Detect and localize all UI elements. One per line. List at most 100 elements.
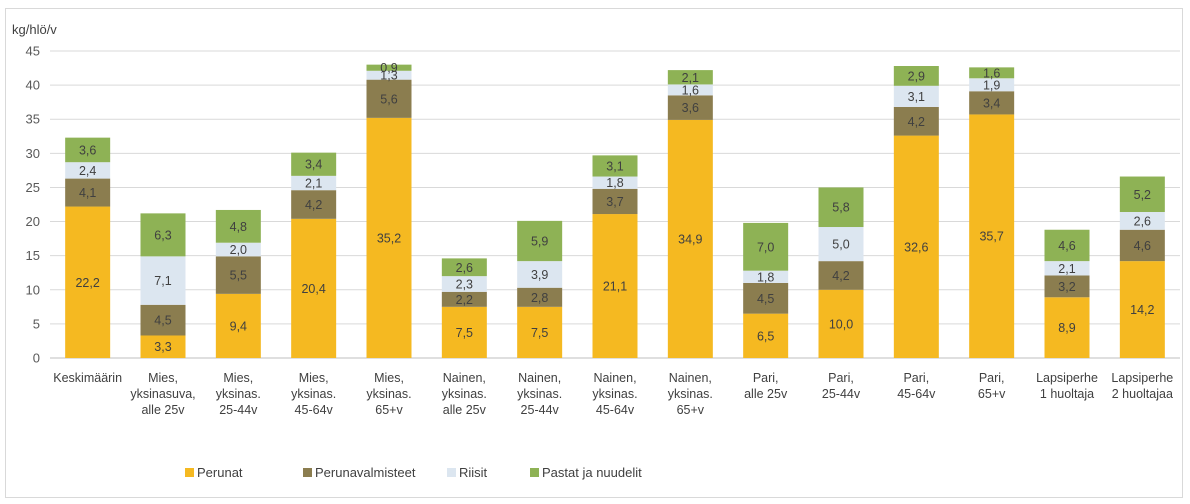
data-label: 2,2: [456, 293, 473, 307]
bar-segment: [1044, 275, 1090, 298]
bar-segment: [667, 95, 713, 120]
data-label: 3,4: [305, 158, 322, 172]
legend-swatch: [303, 468, 312, 477]
bar-segment: [1044, 261, 1090, 276]
data-label: 7,5: [456, 326, 473, 340]
x-tick-label: yksinasuva,: [130, 387, 195, 401]
data-label: 4,1: [79, 186, 96, 200]
bar-segment: [140, 304, 186, 336]
x-tick-label: 25-44v: [219, 403, 258, 417]
x-tick-label: alle 25v: [141, 403, 185, 417]
y-tick-label: 40: [26, 78, 40, 93]
data-label: 6,5: [757, 329, 774, 343]
data-label: 9,4: [230, 319, 247, 333]
bar-segment: [667, 84, 713, 96]
bar-segment: [517, 287, 563, 307]
bar-segment: [140, 213, 186, 257]
data-label: 7,5: [531, 326, 548, 340]
data-label: 3,1: [908, 90, 925, 104]
x-tick-label: Pari,: [753, 371, 779, 385]
x-tick-label: 45-64v: [295, 403, 334, 417]
y-tick-label: 10: [26, 282, 40, 297]
x-tick-label: 65+v: [677, 403, 705, 417]
bar-segment: [592, 188, 638, 215]
data-label: 2,8: [531, 291, 548, 305]
data-label: 7,0: [757, 240, 774, 254]
bar-segment: [291, 218, 337, 358]
y-tick-label: 15: [26, 248, 40, 263]
bar-segment: [592, 155, 638, 177]
bar-segment: [743, 222, 789, 271]
data-label: 3,3: [154, 340, 171, 354]
bar-segment: [1119, 212, 1165, 230]
bar-segment: [291, 152, 337, 176]
x-tick-label: Nainen,: [518, 371, 561, 385]
x-tick-label: Nainen,: [593, 371, 636, 385]
data-label: 2,4: [79, 164, 96, 178]
data-label: 10,0: [829, 317, 853, 331]
data-label: 6,3: [154, 228, 171, 242]
data-label: 5,9: [531, 234, 548, 248]
x-tick-label: yksinas.: [592, 387, 637, 401]
x-tick-label: 1 huoltaja: [1040, 387, 1094, 401]
bar-segment: [667, 70, 713, 85]
x-axis-categories: Keskimäärin Mies, yksinasuva, alle 25v Mies,…: [53, 371, 1173, 417]
y-axis-label: kg/hlö/v: [12, 22, 57, 37]
legend-swatch: [185, 468, 194, 477]
bar-segment: [893, 85, 939, 107]
data-label: 2,1: [682, 71, 699, 85]
bar-segment: [65, 137, 111, 163]
data-label: 4,2: [832, 269, 849, 283]
data-label: 4,6: [1134, 239, 1151, 253]
bar-segment: [215, 209, 261, 243]
x-tick-label: Mies,: [374, 371, 404, 385]
data-label: 4,6: [1058, 239, 1075, 253]
y-tick-label: 5: [33, 316, 40, 331]
bar-segment: [893, 135, 939, 358]
x-tick-label: Mies,: [223, 371, 253, 385]
bar-segment: [65, 162, 111, 179]
x-tick-label: 45-64v: [897, 387, 936, 401]
data-label: 3,6: [682, 101, 699, 115]
bar-segment: [667, 119, 713, 358]
data-label: 1,6: [983, 66, 1000, 80]
bar-segment: [893, 66, 939, 86]
bar-segment: [1044, 297, 1090, 358]
data-label: 22,2: [75, 276, 99, 290]
legend: Perunat Perunavalmisteet Riisit Pastat ja n…: [185, 465, 642, 480]
bar-segment: [1119, 229, 1165, 262]
y-tick-label: 45: [26, 44, 40, 59]
data-label: 1,8: [757, 270, 774, 284]
bar-segment: [215, 256, 261, 294]
legend-swatch: [447, 468, 456, 477]
x-tick-label: Pari,: [903, 371, 929, 385]
x-tick-label: yksinas.: [668, 387, 713, 401]
data-label: 3,2: [1058, 280, 1075, 294]
x-tick-label: alle 25v: [744, 387, 788, 401]
bar-segment: [366, 117, 412, 358]
chart-frame: [5, 8, 1183, 498]
bar-segment: [743, 270, 789, 283]
data-label: 1,3: [380, 69, 397, 83]
data-label: 7,1: [154, 274, 171, 288]
legend-entry: Perunavalmisteet: [315, 465, 416, 480]
data-label: 3,9: [531, 268, 548, 282]
data-label: 21,1: [603, 280, 627, 294]
x-tick-label: yksinas.: [366, 387, 411, 401]
bar-segment: [65, 178, 111, 207]
bar-segment: [969, 114, 1015, 359]
bars: 22,2 4,1 2,4 3,6 3,3 4,5 7,1 6,3 9,4 5,5 2,0 4,8 20,…: [65, 61, 1165, 359]
bar-segment: [291, 190, 337, 219]
bar-segment: [818, 227, 864, 262]
y-axis-ticks: 0 5 10 15 20 25 30 35 40 45: [26, 44, 40, 366]
x-tick-label: yksinas.: [442, 387, 487, 401]
legend-entry: Perunat: [197, 465, 243, 480]
data-label: 1,6: [682, 83, 699, 97]
x-tick-label: Nainen,: [669, 371, 712, 385]
bar-segment: [215, 293, 261, 358]
data-label: 3,6: [79, 143, 96, 157]
data-label: 3,4: [983, 96, 1000, 110]
data-label: 5,5: [230, 269, 247, 283]
data-label: 1,8: [606, 176, 623, 190]
